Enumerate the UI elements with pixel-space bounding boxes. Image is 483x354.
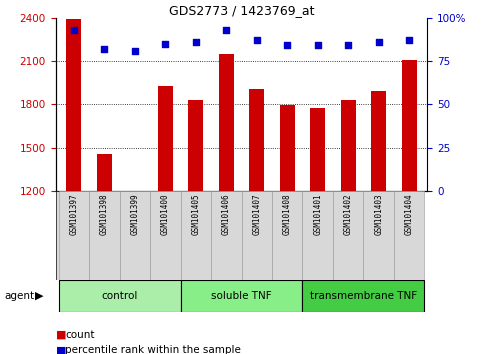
Bar — [188, 100, 203, 191]
Text: control: control — [101, 291, 138, 301]
Bar — [272, 191, 302, 280]
Text: transmembrane TNF: transmembrane TNF — [310, 291, 417, 301]
Text: GSM101407: GSM101407 — [252, 194, 261, 235]
Point — [100, 46, 108, 52]
Text: GSM101401: GSM101401 — [313, 194, 322, 235]
Bar — [394, 191, 425, 280]
Bar — [58, 280, 181, 312]
Text: GSM101408: GSM101408 — [283, 194, 292, 235]
Bar — [302, 280, 425, 312]
Text: GSM101403: GSM101403 — [374, 194, 383, 235]
Bar — [341, 100, 356, 191]
Bar — [58, 191, 89, 280]
Point — [222, 27, 230, 33]
Bar — [181, 191, 211, 280]
Text: GSM101397: GSM101397 — [70, 194, 78, 235]
Point — [344, 42, 352, 48]
Bar — [333, 191, 363, 280]
Point — [161, 41, 169, 46]
Text: GSM101402: GSM101402 — [344, 194, 353, 235]
Text: agent: agent — [5, 291, 35, 301]
Bar — [211, 191, 242, 280]
Point — [131, 48, 139, 53]
Title: GDS2773 / 1423769_at: GDS2773 / 1423769_at — [169, 4, 314, 17]
Point — [375, 39, 383, 45]
Bar — [157, 86, 173, 191]
Bar — [371, 91, 386, 191]
Bar — [127, 191, 142, 192]
Bar — [249, 88, 264, 191]
Text: count: count — [65, 330, 95, 339]
Text: ■: ■ — [56, 346, 70, 354]
Text: soluble TNF: soluble TNF — [211, 291, 272, 301]
Text: ▶: ▶ — [35, 291, 43, 301]
Point — [253, 38, 261, 43]
Text: GSM101399: GSM101399 — [130, 194, 139, 235]
Point — [314, 42, 322, 48]
Bar — [150, 191, 181, 280]
Text: GSM101404: GSM101404 — [405, 194, 413, 235]
Bar — [120, 191, 150, 280]
Bar — [280, 105, 295, 191]
Bar — [401, 59, 417, 191]
Bar — [363, 191, 394, 280]
Point — [70, 27, 78, 33]
Bar — [310, 108, 326, 191]
Point — [284, 42, 291, 48]
Bar — [242, 191, 272, 280]
Text: GSM101406: GSM101406 — [222, 194, 231, 235]
Bar — [89, 191, 120, 280]
Text: GSM101398: GSM101398 — [100, 194, 109, 235]
Text: percentile rank within the sample: percentile rank within the sample — [65, 346, 241, 354]
Point — [405, 38, 413, 43]
Bar — [302, 191, 333, 280]
Bar — [97, 154, 112, 191]
Bar — [219, 54, 234, 191]
Point — [192, 39, 199, 45]
Text: GSM101400: GSM101400 — [161, 194, 170, 235]
Bar — [66, 19, 82, 191]
Text: GSM101405: GSM101405 — [191, 194, 200, 235]
Bar — [181, 280, 302, 312]
Text: ■: ■ — [56, 330, 70, 339]
